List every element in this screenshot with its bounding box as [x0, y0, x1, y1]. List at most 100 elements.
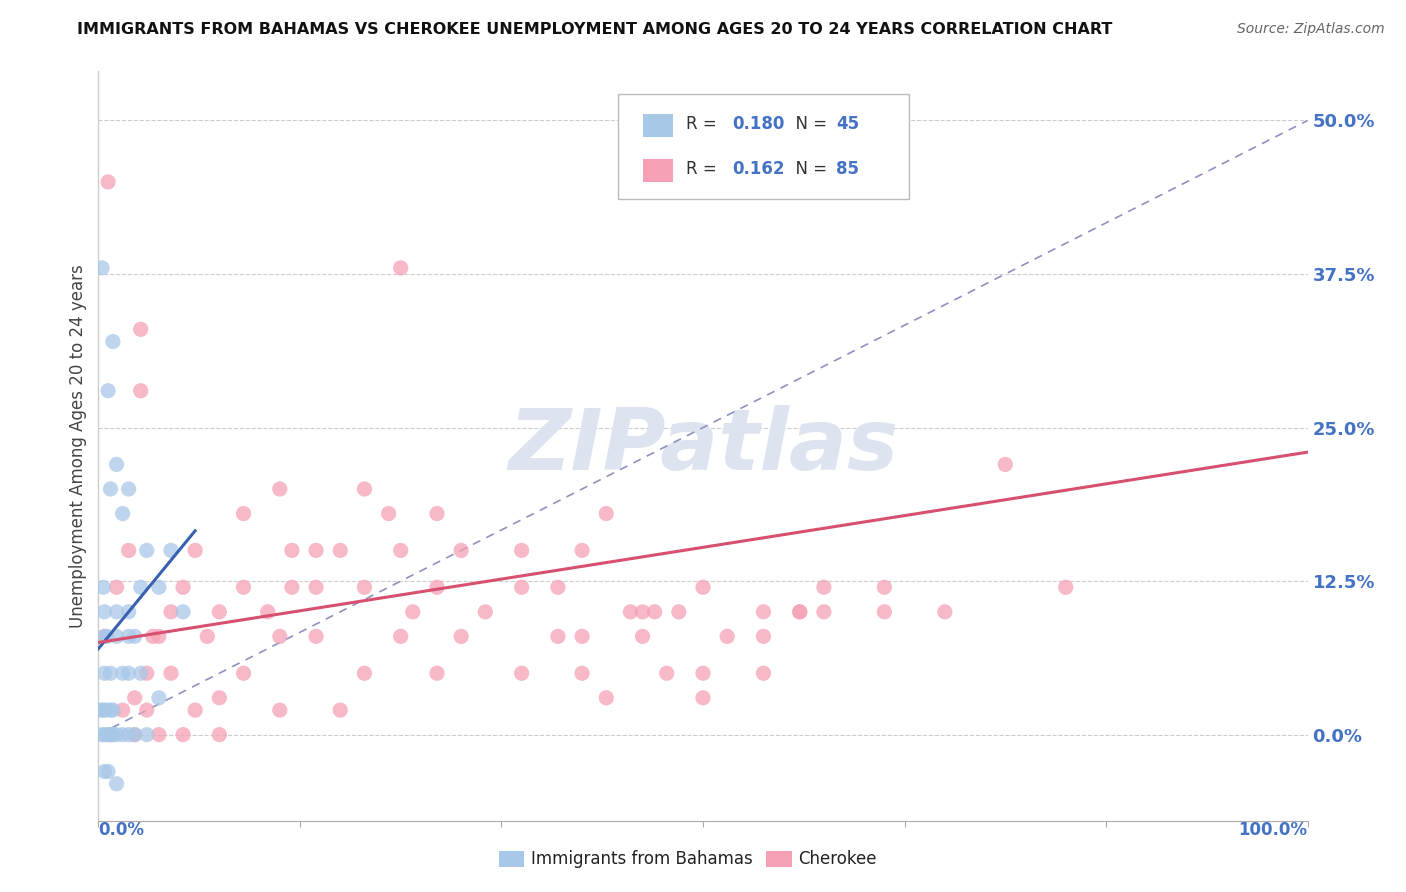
Point — [93, 629, 115, 643]
Point — [353, 666, 375, 681]
Point — [752, 666, 775, 681]
Point — [389, 543, 412, 558]
Point — [93, 629, 115, 643]
Point — [329, 703, 352, 717]
Point — [389, 629, 412, 643]
Point — [135, 666, 157, 681]
Point — [135, 703, 157, 717]
Point — [160, 605, 183, 619]
Point — [105, 728, 128, 742]
Point — [129, 322, 152, 336]
Text: R =: R = — [686, 160, 723, 178]
Point — [101, 703, 124, 717]
Point — [426, 580, 449, 594]
Point — [402, 605, 425, 619]
FancyBboxPatch shape — [619, 94, 908, 199]
Point — [91, 260, 114, 275]
Point — [97, 764, 120, 779]
Point — [510, 580, 533, 594]
Point — [571, 629, 593, 643]
Point — [91, 703, 114, 717]
Point — [644, 605, 666, 619]
Point — [118, 482, 141, 496]
Point — [93, 764, 115, 779]
Point — [172, 728, 194, 742]
Point — [105, 605, 128, 619]
Point — [184, 703, 207, 717]
Point — [172, 580, 194, 594]
Point — [631, 605, 654, 619]
Text: R =: R = — [686, 115, 723, 133]
Point — [148, 728, 170, 742]
Point — [789, 605, 811, 619]
Point — [256, 605, 278, 619]
Point — [100, 703, 122, 717]
Point — [510, 666, 533, 681]
Point — [135, 728, 157, 742]
Point — [510, 543, 533, 558]
Point — [752, 629, 775, 643]
Point — [547, 580, 569, 594]
Point — [208, 605, 231, 619]
Text: 0.0%: 0.0% — [98, 821, 145, 838]
Point — [94, 703, 117, 717]
Point — [105, 777, 128, 791]
Point — [269, 629, 291, 643]
Point — [873, 580, 896, 594]
Point — [160, 666, 183, 681]
Point — [305, 580, 328, 594]
Point — [595, 690, 617, 705]
Point — [281, 580, 304, 594]
Point — [118, 543, 141, 558]
Point — [124, 728, 146, 742]
Point — [129, 384, 152, 398]
Text: Source: ZipAtlas.com: Source: ZipAtlas.com — [1237, 22, 1385, 37]
Point — [994, 458, 1017, 472]
Point — [148, 629, 170, 643]
Point — [184, 543, 207, 558]
Point — [101, 728, 124, 742]
Point — [426, 666, 449, 681]
Point — [97, 384, 120, 398]
Point — [595, 507, 617, 521]
Point — [934, 605, 956, 619]
Point — [96, 629, 118, 643]
Point — [129, 580, 152, 594]
Point — [118, 629, 141, 643]
Point — [716, 629, 738, 643]
Point — [1054, 580, 1077, 594]
Point — [269, 703, 291, 717]
Point — [118, 728, 141, 742]
Point — [148, 580, 170, 594]
FancyBboxPatch shape — [643, 160, 673, 182]
Point — [93, 666, 115, 681]
Point — [619, 605, 641, 619]
Text: 100.0%: 100.0% — [1239, 821, 1308, 838]
Point — [118, 605, 141, 619]
Point — [91, 580, 114, 594]
Text: 0.162: 0.162 — [733, 160, 785, 178]
Point — [208, 728, 231, 742]
Point — [692, 666, 714, 681]
Text: 45: 45 — [837, 115, 859, 133]
Point — [91, 728, 114, 742]
Point — [571, 666, 593, 681]
Point — [450, 629, 472, 643]
Point — [752, 605, 775, 619]
Text: N =: N = — [785, 115, 832, 133]
Point — [655, 666, 678, 681]
Point — [789, 605, 811, 619]
Point — [148, 690, 170, 705]
Text: 85: 85 — [837, 160, 859, 178]
Point — [426, 507, 449, 521]
Point — [305, 629, 328, 643]
Point — [118, 666, 141, 681]
Point — [450, 543, 472, 558]
Point — [97, 175, 120, 189]
Point — [111, 507, 134, 521]
Point — [232, 507, 254, 521]
Text: ZIPatlas: ZIPatlas — [508, 404, 898, 488]
Point — [813, 580, 835, 594]
Point — [631, 629, 654, 643]
Text: Immigrants from Bahamas: Immigrants from Bahamas — [531, 850, 754, 868]
